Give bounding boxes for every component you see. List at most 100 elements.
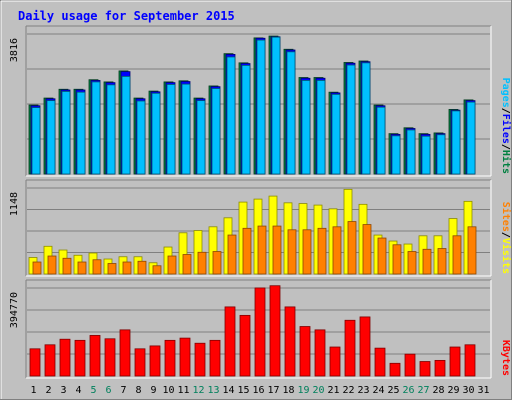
y-max-label: 3816 bbox=[9, 38, 20, 62]
bar-sites-day-12 bbox=[197, 251, 207, 275]
bar-pages-day-12 bbox=[196, 100, 206, 175]
bar-pages-day-11 bbox=[181, 83, 191, 175]
bar-kbytes-day-28 bbox=[434, 359, 446, 377]
bar-kbytes-day-10 bbox=[164, 339, 176, 377]
bar-pages-day-9 bbox=[151, 92, 161, 175]
bar-kbytes-day-23 bbox=[359, 316, 371, 377]
legend-visits-sites: Sites/Visits bbox=[500, 202, 512, 274]
bar-pages-day-6 bbox=[106, 84, 116, 175]
bar-kbytes-day-5 bbox=[89, 335, 101, 377]
bar-kbytes-day-14 bbox=[224, 306, 236, 377]
bar-sites-day-3 bbox=[62, 257, 72, 275]
legend-visits: Visits bbox=[500, 238, 512, 274]
bar-pages-day-26 bbox=[406, 129, 416, 175]
legend-pages: Pages bbox=[500, 78, 511, 108]
bar-pages-day-13 bbox=[211, 88, 221, 175]
bar-pages-day-7 bbox=[121, 76, 131, 175]
bar-kbytes-day-24 bbox=[374, 347, 386, 377]
bar-kbytes-day-30 bbox=[464, 344, 476, 377]
x-tick-label-day-27: 27 bbox=[417, 385, 429, 396]
panel-visits-sites: 1148 Sites/Visits bbox=[9, 179, 512, 277]
x-tick-label-day-26: 26 bbox=[402, 385, 414, 396]
bar-kbytes-day-6 bbox=[104, 338, 116, 377]
x-tick-label-day-16: 16 bbox=[252, 385, 264, 396]
bar-kbytes-day-7 bbox=[119, 329, 131, 377]
bar-pages-day-5 bbox=[91, 81, 101, 175]
x-tick-label-day-15: 15 bbox=[237, 385, 249, 396]
y-max-label: 1148 bbox=[9, 192, 20, 216]
x-tick-label-day-22: 22 bbox=[342, 385, 354, 396]
y-max-label: 394770 bbox=[9, 292, 20, 328]
bar-kbytes-day-27 bbox=[419, 361, 431, 377]
x-tick-label-day-10: 10 bbox=[162, 385, 174, 396]
bar-kbytes-day-16 bbox=[254, 287, 266, 377]
x-tick-label-day-20: 20 bbox=[312, 385, 324, 396]
bar-sites-day-29 bbox=[452, 235, 462, 275]
bar-sites-day-22 bbox=[347, 221, 357, 275]
bar-pages-day-23 bbox=[361, 62, 371, 175]
bar-sites-day-17 bbox=[272, 225, 282, 275]
x-tick-label-day-18: 18 bbox=[282, 385, 294, 396]
bar-sites-day-26 bbox=[407, 251, 417, 275]
x-tick-label-day-13: 13 bbox=[207, 385, 219, 396]
bar-kbytes-day-15 bbox=[239, 314, 251, 377]
bar-kbytes-day-8 bbox=[134, 348, 146, 377]
x-tick-label-day-25: 25 bbox=[387, 385, 399, 396]
bar-kbytes-day-21 bbox=[329, 346, 341, 377]
bar-pages-day-19 bbox=[301, 80, 311, 175]
legend-kbytes: KBytes bbox=[500, 340, 511, 376]
x-tick-label-day-30: 30 bbox=[462, 385, 474, 396]
bar-sites-day-1 bbox=[32, 261, 42, 275]
bar-pages-day-29 bbox=[451, 110, 461, 175]
bar-pages-day-21 bbox=[331, 93, 341, 175]
bar-pages-day-8 bbox=[136, 100, 146, 175]
bar-sites-day-28 bbox=[437, 248, 447, 275]
x-tick-label-day-2: 2 bbox=[45, 385, 51, 396]
legend-kbytes: KBytes bbox=[500, 340, 511, 376]
bar-kbytes-day-17 bbox=[269, 285, 281, 377]
bar-sites-day-8 bbox=[137, 260, 147, 275]
bar-sites-day-11 bbox=[182, 254, 192, 275]
x-tick-label-day-31: 31 bbox=[477, 385, 489, 396]
x-axis-day-labels: 1 2 3 4 5 6 7 8 9 10 11 12 13 14 15 16 17 18 19 20 21 22 23 24 2… bbox=[30, 385, 489, 396]
bar-sites-day-24 bbox=[377, 237, 387, 275]
bar-kbytes-day-19 bbox=[299, 326, 311, 377]
bar-sites-day-14 bbox=[227, 234, 237, 275]
bar-pages-day-18 bbox=[286, 51, 296, 175]
bar-pages-day-10 bbox=[166, 84, 176, 175]
bar-kbytes-day-1 bbox=[29, 348, 41, 377]
bar-sites-day-20 bbox=[317, 227, 327, 275]
bar-pages-day-25 bbox=[391, 135, 401, 175]
x-tick-label-day-28: 28 bbox=[432, 385, 444, 396]
x-tick-label-day-29: 29 bbox=[447, 385, 459, 396]
bar-sites-day-7 bbox=[122, 261, 132, 275]
bar-pages-day-15 bbox=[241, 65, 251, 175]
bar-kbytes-day-4 bbox=[74, 339, 86, 377]
x-tick-label-day-17: 17 bbox=[267, 385, 279, 396]
x-tick-label-day-11: 11 bbox=[177, 385, 189, 396]
x-tick-label-day-4: 4 bbox=[75, 385, 81, 396]
bar-sites-day-16 bbox=[257, 225, 267, 275]
bar-kbytes-day-11 bbox=[179, 337, 191, 377]
bar-kbytes-day-9 bbox=[149, 345, 161, 377]
legend-separator: / bbox=[500, 144, 511, 150]
legend-sites: Sites bbox=[500, 202, 512, 232]
bar-pages-day-1 bbox=[31, 107, 41, 175]
bar-kbytes-day-20 bbox=[314, 329, 326, 377]
legend-separator: / bbox=[500, 232, 511, 238]
bar-pages-day-22 bbox=[346, 64, 356, 175]
bar-kbytes-day-18 bbox=[284, 306, 296, 377]
bar-pages-day-28 bbox=[436, 134, 446, 175]
bar-kbytes-day-12 bbox=[194, 342, 206, 377]
bar-sites-day-19 bbox=[302, 229, 312, 275]
bar-sites-day-5 bbox=[92, 259, 102, 275]
bar-pages-day-24 bbox=[376, 106, 386, 175]
bar-pages-day-20 bbox=[316, 80, 326, 175]
x-tick-label-day-12: 12 bbox=[192, 385, 204, 396]
legend-pages-files-hits: Pages/Files/Hits bbox=[500, 78, 512, 174]
x-tick-label-day-21: 21 bbox=[327, 385, 339, 396]
x-tick-label-day-19: 19 bbox=[297, 385, 309, 396]
bar-pages-day-2 bbox=[46, 100, 56, 175]
x-tick-label-day-8: 8 bbox=[135, 385, 141, 396]
